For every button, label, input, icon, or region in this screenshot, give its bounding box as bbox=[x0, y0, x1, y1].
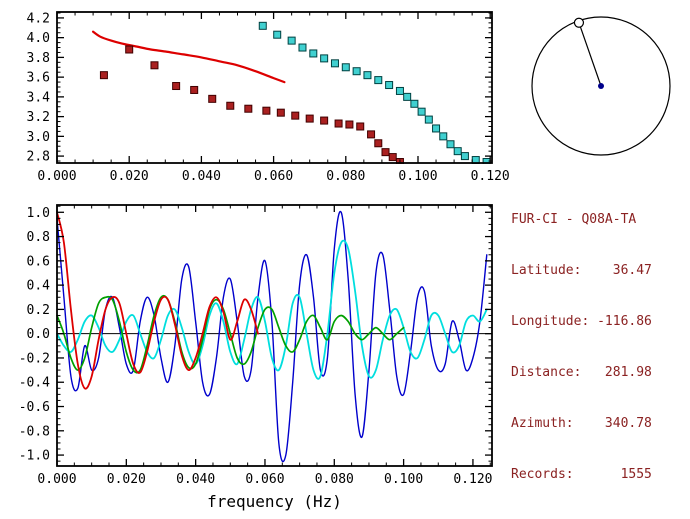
x-tick-label: 0.040 bbox=[182, 169, 221, 184]
info-line-latitude: Latitude: 36.47 bbox=[511, 263, 652, 278]
x-tick-label: 0.000 bbox=[37, 472, 76, 487]
x-tick-label: 0.120 bbox=[471, 169, 510, 184]
azimuth-dial bbox=[531, 16, 671, 156]
y-tick-label: -0.6 bbox=[19, 400, 50, 415]
measured-dispersion-points-cyan bbox=[330, 59, 339, 68]
measured-dispersion-points-darkred bbox=[150, 61, 159, 70]
measured-dispersion-points-darkred bbox=[99, 71, 108, 80]
y-tick-label: 0.8 bbox=[27, 230, 50, 245]
waveform-green bbox=[56, 294, 405, 374]
measured-dispersion-points-darkred bbox=[226, 101, 235, 110]
y-tick-label: 3.0 bbox=[27, 130, 50, 145]
y-tick-label: 4.2 bbox=[27, 11, 50, 26]
measured-dispersion-points-darkred bbox=[208, 94, 217, 103]
measured-dispersion-points-cyan bbox=[363, 71, 372, 80]
measured-dispersion-points-darkred bbox=[291, 111, 300, 120]
measured-dispersion-points-cyan bbox=[403, 92, 412, 101]
x-tick-label: 0.080 bbox=[326, 169, 365, 184]
measured-dispersion-points-cyan bbox=[298, 43, 307, 52]
reference-dispersion-curve bbox=[92, 30, 286, 84]
measured-dispersion-points-cyan bbox=[410, 99, 419, 108]
y-tick-label: 4.0 bbox=[27, 31, 50, 46]
y-tick-label: 0.2 bbox=[27, 303, 50, 318]
x-tick-label: 0.000 bbox=[37, 169, 76, 184]
info-line-azimuth: Azimuth: 340.78 bbox=[511, 416, 652, 431]
y-tick-label: 3.8 bbox=[27, 51, 50, 66]
y-tick-label: 3.6 bbox=[27, 71, 50, 86]
measured-dispersion-points-cyan bbox=[374, 76, 383, 85]
x-axis-title: frequency (Hz) bbox=[207, 492, 342, 511]
x-tick-label: 0.120 bbox=[453, 472, 492, 487]
dial-center-dot bbox=[598, 83, 604, 89]
measured-dispersion-points-cyan bbox=[417, 107, 426, 116]
waveform-red bbox=[56, 211, 259, 390]
measured-dispersion-points-cyan bbox=[460, 152, 469, 161]
x-tick-label: 0.040 bbox=[176, 472, 215, 487]
measured-dispersion-points-darkred bbox=[345, 120, 354, 129]
info-line-records: Records: 1555 bbox=[511, 467, 652, 482]
measured-dispersion-points-cyan bbox=[482, 158, 491, 164]
x-tick-label: 0.080 bbox=[315, 472, 354, 487]
waveform-spectra-chart: 0.000 0.020 0.040 0.060 0.080 0.100 0.120 -1.0 -… bbox=[19, 204, 493, 511]
measured-dispersion-points-darkred bbox=[320, 116, 329, 125]
info-line-distance: Distance: 281.98 bbox=[511, 365, 652, 380]
waveform-cyan bbox=[56, 239, 488, 380]
measured-dispersion-points-cyan bbox=[439, 132, 448, 141]
info-line-longitude: Longitude: -116.86 bbox=[511, 314, 652, 329]
y-tick-label: 3.4 bbox=[27, 90, 51, 105]
plot-frame bbox=[56, 204, 493, 467]
measured-dispersion-points-cyan bbox=[446, 140, 455, 149]
measured-dispersion-points-cyan bbox=[395, 86, 404, 95]
azimuth-marker bbox=[573, 17, 585, 28]
measured-dispersion-points-darkred bbox=[305, 114, 314, 123]
measured-dispersion-points-darkred bbox=[190, 85, 199, 94]
x-tick-label: 0.100 bbox=[384, 472, 423, 487]
measured-dispersion-points-darkred bbox=[172, 82, 181, 91]
y-tick-label: -1.0 bbox=[19, 449, 50, 464]
measured-dispersion-points-cyan bbox=[453, 147, 462, 156]
station-pair-title: FUR-CI - Q08A-TA bbox=[511, 212, 637, 227]
dispersion-chart: 0.000 0.020 0.040 0.060 0.080 0.100 0.120 2.8 3.… bbox=[27, 11, 510, 184]
waveform-blue bbox=[56, 210, 488, 463]
x-tick-label: 0.060 bbox=[245, 472, 284, 487]
measured-dispersion-points-cyan bbox=[432, 124, 441, 133]
y-tick-label: -0.2 bbox=[19, 351, 50, 366]
y-tick-label: 2.8 bbox=[27, 150, 50, 165]
y-tick-label: 0.4 bbox=[27, 279, 51, 294]
y-tick-label: 0.6 bbox=[27, 254, 50, 269]
x-tick-label: 0.020 bbox=[110, 169, 149, 184]
x-tick-label: 0.020 bbox=[107, 472, 146, 487]
dial-circle bbox=[531, 16, 671, 156]
measured-dispersion-points-darkred bbox=[381, 148, 390, 157]
y-tick-label: 1.0 bbox=[27, 206, 50, 221]
y-tick-label: 0.0 bbox=[27, 327, 50, 342]
y-tick-label: -0.4 bbox=[19, 376, 50, 391]
x-tick-label: 0.060 bbox=[254, 169, 293, 184]
x-tick-label: 0.100 bbox=[398, 169, 437, 184]
measured-dispersion-points-cyan bbox=[424, 115, 433, 124]
measured-dispersion-points-cyan bbox=[309, 49, 318, 58]
measured-dispersion-points-darkred bbox=[388, 153, 397, 162]
y-tick-label: -0.8 bbox=[19, 424, 50, 439]
measured-dispersion-points-darkred bbox=[244, 104, 253, 113]
measured-dispersion-points-darkred bbox=[125, 45, 134, 54]
measured-dispersion-points-cyan bbox=[320, 54, 329, 63]
measured-dispersion-points-cyan bbox=[258, 21, 267, 30]
azimuth-pointer bbox=[578, 22, 602, 87]
measured-dispersion-points-darkred bbox=[367, 130, 376, 139]
measured-dispersion-points-cyan bbox=[341, 63, 350, 72]
station-info-panel: FUR-CI - Q08A-TA Latitude: 36.47 Longitu… bbox=[511, 177, 652, 517]
measured-dispersion-points-darkred bbox=[276, 108, 285, 117]
measured-dispersion-points-cyan bbox=[352, 67, 361, 76]
measured-dispersion-points-cyan bbox=[385, 81, 394, 90]
measured-dispersion-points-darkred bbox=[374, 139, 383, 148]
measured-dispersion-points-cyan bbox=[287, 36, 296, 45]
measured-dispersion-points-darkred bbox=[356, 122, 365, 131]
y-tick-label: 3.2 bbox=[27, 110, 50, 125]
measured-dispersion-points-darkred bbox=[334, 119, 343, 128]
measured-dispersion-points-darkred bbox=[262, 106, 271, 115]
measured-dispersion-points-cyan bbox=[273, 30, 282, 39]
